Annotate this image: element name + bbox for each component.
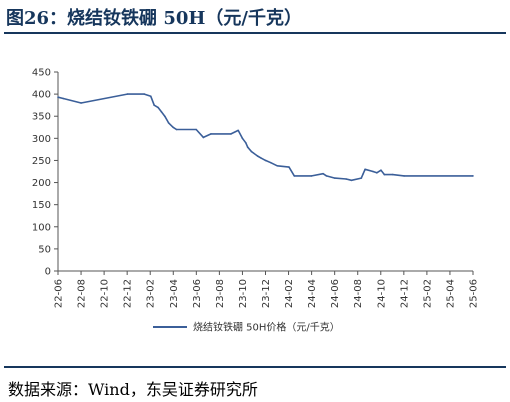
data-point [62, 97, 65, 100]
x-tick-label: 23-12 [261, 279, 272, 308]
y-tick-label: 350 [32, 112, 51, 123]
x-tick-label: 22-12 [123, 279, 134, 308]
x-tick-label: 23-08 [215, 279, 226, 308]
data-point [172, 126, 174, 129]
y-tick-label: 300 [32, 134, 51, 145]
data-point [160, 111, 163, 113]
x-tick-label: 24-08 [353, 279, 364, 308]
x-tick-label: 22-10 [100, 279, 111, 308]
data-point [143, 93, 146, 95]
x-tick-label: 24-12 [399, 279, 410, 308]
y-tick-label: 400 [32, 90, 51, 101]
x-tick-label: 25-06 [469, 279, 480, 308]
legend-label: 烧结钕铁硼 50H价格（元/千克） [193, 321, 340, 334]
x-tick-label: 23-06 [192, 279, 203, 308]
data-point [270, 161, 272, 164]
y-tick-label: 250 [32, 156, 51, 167]
x-tick-label: 25-02 [422, 279, 433, 308]
y-tick-label: 200 [32, 178, 51, 189]
y-tick-label: 100 [32, 222, 51, 233]
data-point [288, 166, 290, 168]
data-point [322, 172, 324, 175]
data-point [256, 155, 259, 157]
x-tick-label: 23-04 [169, 279, 180, 308]
data-point [57, 96, 59, 99]
chart-axes: 0 50 100 150 200 250 300 350 400 450 22-06 22-08 22-… [32, 68, 480, 309]
data-point [472, 175, 474, 177]
chart-legend: 烧结钕铁硼 50H价格（元/千克） [153, 321, 340, 334]
data-point [167, 122, 170, 124]
x-tick-label: 23-02 [146, 279, 157, 308]
data-point [376, 172, 378, 174]
x-tick-label: 24-10 [376, 279, 387, 308]
data-point [202, 136, 205, 139]
data-point [333, 177, 336, 179]
data-point [237, 129, 240, 132]
data-point [260, 157, 263, 160]
y-tick-label: 50 [38, 244, 51, 255]
data-point [403, 175, 405, 177]
data-point [372, 170, 374, 173]
data-point [163, 115, 166, 118]
data-point [310, 175, 313, 177]
data-point [360, 177, 363, 179]
data-point [383, 173, 386, 176]
data-point [245, 141, 247, 144]
data-point [293, 175, 296, 177]
data-point [364, 168, 366, 171]
y-tick-label: 150 [32, 200, 51, 211]
data-point [195, 128, 198, 131]
data-point [230, 133, 232, 135]
data-point [264, 159, 267, 162]
series-line [57, 93, 473, 182]
data-point [149, 95, 152, 98]
x-tick-label: 25-04 [445, 279, 456, 308]
data-point [276, 164, 279, 167]
data-point [380, 169, 382, 171]
y-tick-label: 0 [45, 267, 51, 278]
title-divider [4, 32, 506, 34]
data-point [80, 102, 82, 104]
data-point [325, 175, 328, 177]
figure-title: 图26：烧结钕铁硼 50H（元/千克） [6, 8, 302, 29]
data-point [157, 106, 159, 109]
x-tick-label: 24-06 [330, 279, 341, 308]
chart-series [57, 93, 474, 182]
data-point [153, 104, 155, 106]
x-tick-label: 22-08 [77, 279, 88, 308]
data-point [345, 178, 347, 180]
data-point [391, 173, 394, 176]
x-tick-label: 24-02 [284, 279, 295, 308]
x-tick-label: 24-04 [307, 279, 318, 308]
x-tick-label: 23-10 [238, 279, 249, 308]
data-point [241, 137, 244, 140]
data-point [362, 172, 364, 175]
source-divider [4, 366, 506, 368]
data-point [210, 133, 212, 135]
data-point [175, 128, 178, 131]
data-point [350, 179, 353, 182]
data-point [126, 93, 129, 95]
y-tick-label: 450 [32, 68, 51, 79]
data-source: 数据来源：Wind，东吴证券研究所 [8, 380, 258, 399]
data-point [246, 146, 249, 148]
data-point [250, 150, 253, 153]
x-tick-label: 22-06 [54, 279, 65, 308]
